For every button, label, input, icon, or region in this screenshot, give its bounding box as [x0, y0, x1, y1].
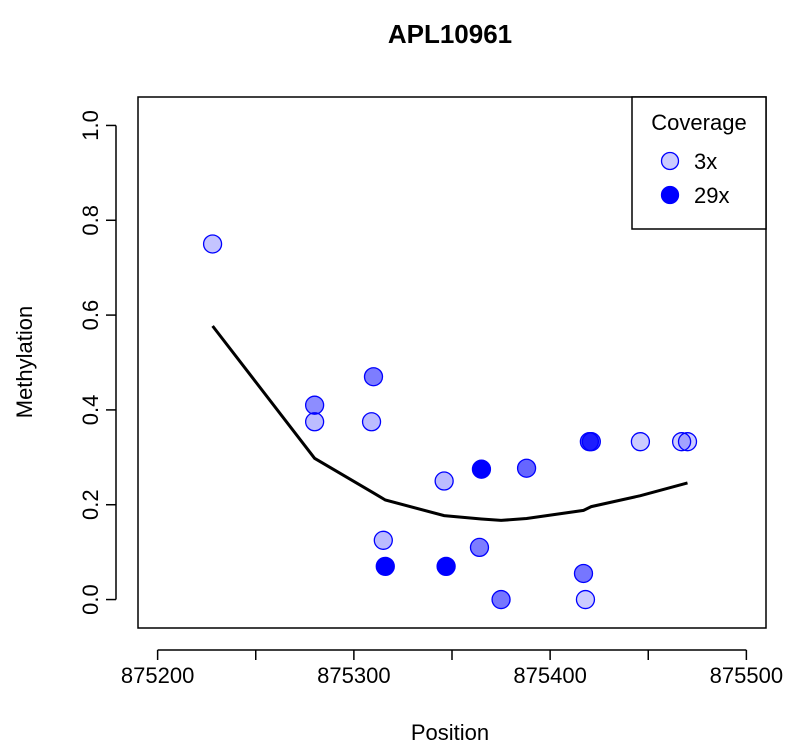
x-tick-label: 875400: [513, 663, 586, 688]
y-tick-label: 0.6: [78, 300, 103, 331]
x-tick-label: 875500: [710, 663, 783, 688]
scatter-point: [434, 471, 454, 491]
y-tick-label: 0.0: [78, 584, 103, 615]
y-tick-label: 0.2: [78, 489, 103, 520]
legend-label: 3x: [694, 149, 717, 174]
scatter-point: [516, 458, 537, 478]
y-axis-label: Methylation: [12, 306, 37, 419]
scatter-point: [375, 556, 395, 577]
chart-title: APL10961: [388, 19, 512, 49]
scatter-point: [581, 432, 601, 452]
plot-frame: [137, 96, 767, 629]
legend-marker: [660, 185, 680, 205]
scatter-point: [363, 367, 384, 387]
legend-box: [631, 96, 767, 230]
y-axis: 0.0 0.2 0.4 0.6 0.8 1.0: [78, 110, 117, 615]
scatter-point: [304, 395, 325, 415]
scatter-point: [575, 589, 596, 610]
scatter-point: [573, 563, 594, 584]
scatter-point: [202, 234, 223, 254]
scatter-point: [471, 459, 492, 479]
scatter-point: [630, 432, 651, 452]
legend-title: Coverage: [651, 110, 746, 135]
scatter-point: [677, 432, 698, 452]
x-axis: 875200 875300 875400 875500: [121, 649, 783, 688]
y-tick-label: 0.4: [78, 395, 103, 426]
x-tick-label: 875300: [317, 663, 390, 688]
scatter-point: [491, 589, 511, 610]
smooth-trend-line: [211, 325, 688, 522]
legend-marker: [660, 151, 680, 171]
scatter-point: [361, 412, 382, 432]
scatter-point: [304, 412, 325, 432]
y-tick-label: 1.0: [78, 110, 103, 141]
scatter-point: [436, 556, 456, 577]
scatter-point: [671, 432, 692, 452]
scatter-point: [373, 530, 393, 550]
x-axis-label: Position: [411, 720, 489, 745]
y-tick-label: 0.8: [78, 205, 103, 236]
x-tick-label: 875200: [121, 663, 194, 688]
legend-label: 29x: [694, 183, 729, 208]
scatter-point: [469, 537, 490, 558]
data-points: [202, 234, 698, 610]
